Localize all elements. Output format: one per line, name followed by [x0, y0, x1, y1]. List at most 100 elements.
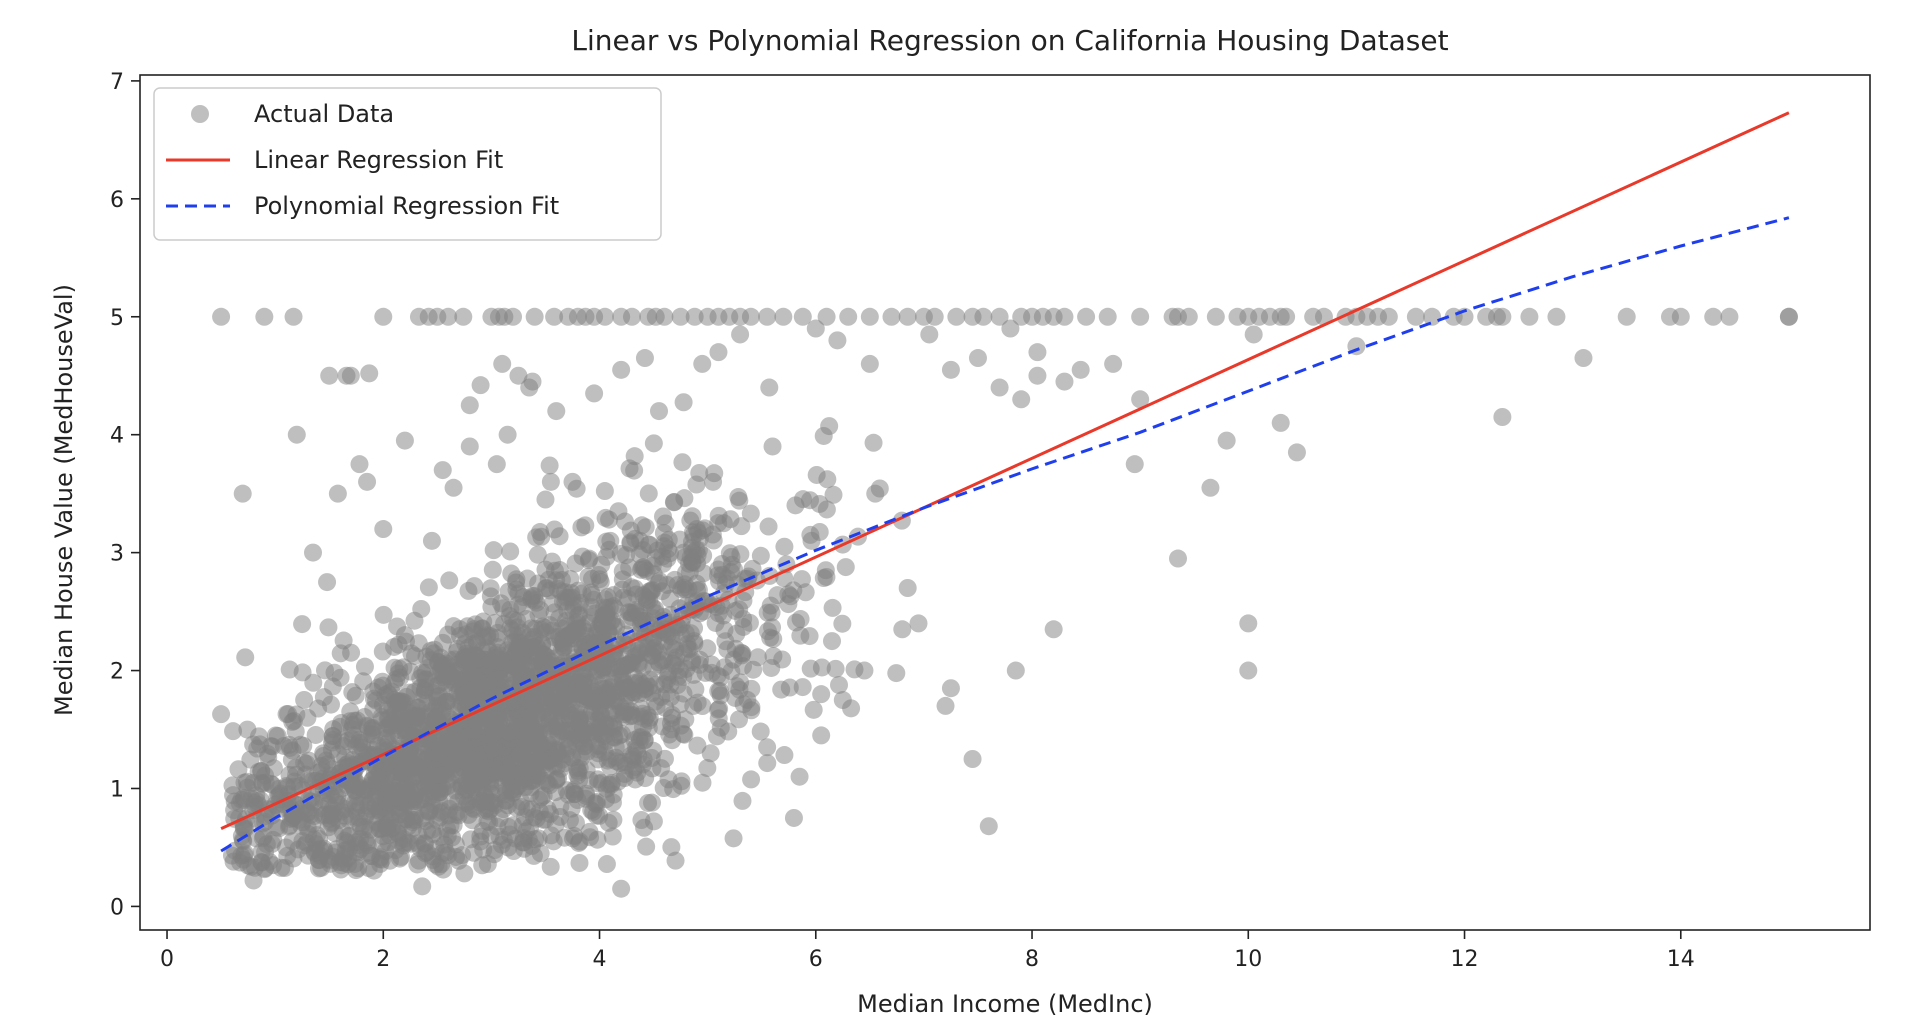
cluster-point: [597, 532, 616, 551]
data-point: [612, 360, 631, 379]
data-point: [898, 307, 917, 326]
cluster-point: [353, 738, 372, 757]
data-point: [968, 349, 987, 368]
cluster-point: [484, 541, 503, 560]
cluster-point: [724, 829, 743, 848]
data-point: [1520, 307, 1539, 326]
data-point: [1071, 360, 1090, 379]
cluster-point: [485, 720, 504, 739]
cluster-point: [742, 770, 761, 789]
data-point: [433, 461, 452, 480]
x-tick-label: 12: [1451, 947, 1479, 972]
y-tick-label: 5: [110, 306, 124, 331]
cluster-point: [357, 833, 376, 852]
data-point: [493, 354, 512, 373]
cluster-point: [474, 612, 493, 631]
cluster-point: [525, 591, 544, 610]
data-point: [1277, 307, 1296, 326]
cluster-point: [527, 765, 546, 784]
cluster-point: [338, 732, 357, 751]
cluster-point: [632, 516, 651, 535]
data-point: [1028, 366, 1047, 385]
data-point: [860, 354, 879, 373]
data-point: [793, 307, 812, 326]
cluster-point: [800, 627, 819, 646]
data-point: [460, 396, 479, 415]
cluster-point: [331, 644, 350, 663]
cluster-point: [230, 794, 249, 813]
cluster-point: [663, 731, 682, 750]
cluster-point: [270, 819, 289, 838]
cluster-point: [711, 668, 730, 687]
cluster-point: [507, 695, 526, 714]
data-point: [1423, 307, 1442, 326]
cluster-point: [524, 846, 543, 865]
data-point: [439, 307, 458, 326]
cluster-point: [688, 693, 707, 712]
data-point: [936, 696, 955, 715]
x-tick-label: 8: [1025, 947, 1039, 972]
data-point: [612, 879, 631, 898]
cluster-point: [513, 833, 532, 852]
cluster-point: [820, 417, 839, 436]
data-point: [413, 877, 432, 896]
dense-cluster: [222, 393, 911, 880]
x-tick-label: 14: [1667, 947, 1695, 972]
cluster-point: [646, 549, 665, 568]
y-tick-label: 4: [110, 424, 124, 449]
cluster-point: [664, 780, 683, 799]
data-point: [823, 632, 841, 651]
data-point: [741, 307, 760, 326]
cluster-point: [784, 808, 803, 827]
cluster-point: [661, 544, 680, 563]
data-point: [1617, 307, 1636, 326]
cluster-point: [402, 644, 421, 663]
cluster-point: [698, 759, 717, 778]
cluster-point: [732, 643, 751, 662]
cluster-point: [561, 625, 580, 644]
cluster-point: [464, 756, 483, 775]
x-axis-ticks: 0 2 4 6 8 10 12 14: [160, 930, 1695, 972]
cluster-point: [427, 743, 446, 762]
data-point: [454, 307, 473, 326]
cluster-point: [674, 393, 693, 412]
cluster-point: [517, 655, 536, 674]
cluster-point: [429, 779, 448, 798]
cluster-point: [720, 544, 739, 563]
cluster-point: [775, 537, 794, 556]
data-point: [1779, 307, 1798, 326]
cluster-point: [734, 591, 753, 610]
data-point: [1379, 307, 1398, 326]
cluster-point: [275, 858, 294, 877]
data-point: [504, 307, 523, 326]
y-axis-label: Median House Value (MedHouseVal): [50, 284, 78, 716]
data-point: [941, 679, 960, 698]
data-point: [374, 520, 393, 539]
y-tick-label: 7: [110, 70, 124, 95]
data-point: [498, 425, 517, 444]
cluster-point: [758, 754, 777, 773]
data-point: [545, 307, 564, 326]
cluster-point: [845, 660, 864, 679]
cluster-point: [307, 840, 326, 859]
polynomial-fit-line: [220, 216, 1790, 853]
cluster-point: [626, 738, 645, 757]
data-point: [1720, 307, 1739, 326]
data-point: [318, 573, 337, 592]
cluster-point: [772, 680, 791, 699]
data-point: [525, 307, 544, 326]
cluster-point: [355, 657, 374, 676]
data-point: [1012, 390, 1031, 409]
data-point: [947, 307, 966, 326]
cluster-point: [676, 710, 695, 729]
data-point: [1055, 372, 1074, 391]
cluster-point: [298, 708, 317, 727]
cluster-point: [367, 768, 386, 787]
y-tick-label: 1: [110, 777, 124, 802]
cluster-point: [469, 649, 488, 668]
cluster-point: [498, 796, 517, 815]
cluster-point: [751, 722, 770, 741]
data-point: [790, 767, 809, 786]
cluster-point: [295, 690, 314, 709]
